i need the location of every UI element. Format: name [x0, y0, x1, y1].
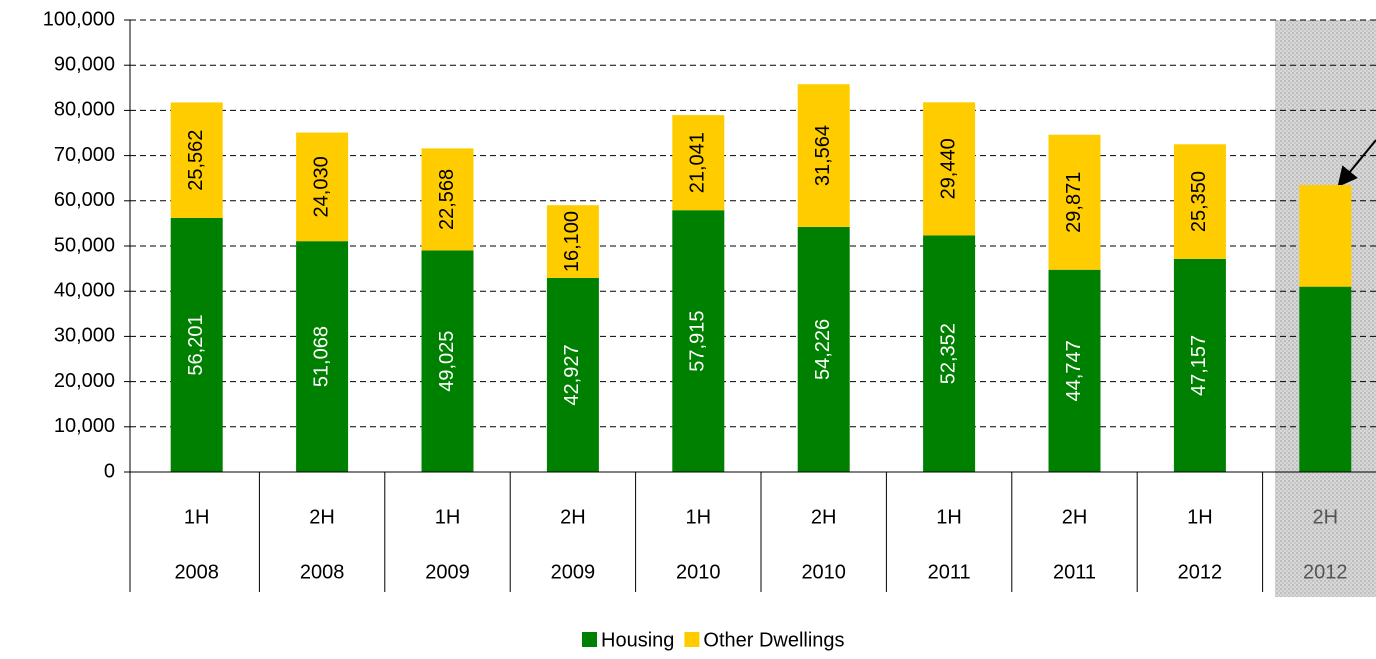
y-tick-label: 30,000	[54, 325, 115, 347]
y-tick-label: 80,000	[54, 99, 115, 121]
value-label: 44,747	[1063, 340, 1085, 401]
y-tick-label: 0	[104, 460, 115, 482]
y-tick-label: 100,000	[43, 8, 115, 30]
x-group-label: 2008	[174, 561, 219, 583]
x-tick-label: 1H	[435, 506, 461, 528]
value-label: 29,871	[1063, 172, 1085, 233]
value-label: 42,927	[561, 344, 583, 405]
value-label: 21,041	[687, 132, 709, 193]
bar-segment	[1299, 184, 1352, 287]
bar-segment	[797, 226, 850, 472]
value-label: 22,568	[436, 169, 458, 230]
bar-segment	[797, 84, 850, 227]
bar-segment	[170, 217, 223, 472]
y-tick-label: 50,000	[54, 234, 115, 256]
bar-segment	[1048, 269, 1101, 472]
value-label: 56,201	[185, 314, 207, 375]
bar-segment	[1299, 286, 1352, 472]
value-label: 57,915	[687, 311, 709, 372]
x-tick-label: 1H	[936, 506, 962, 528]
bar-segment	[1048, 134, 1101, 270]
x-tick-label: 1H	[686, 506, 712, 528]
bar-segment	[296, 241, 349, 472]
x-group-label: 2008	[300, 561, 345, 583]
value-label: 52,352	[937, 323, 959, 384]
value-label: 51,068	[310, 326, 332, 387]
x-tick-label: 1H	[1187, 506, 1213, 528]
bar-segment	[296, 132, 349, 242]
value-label: 25,350	[1188, 171, 1210, 232]
x-group-label: 2012	[1178, 561, 1223, 583]
bar-segment	[170, 102, 223, 218]
value-label: 25,562	[185, 130, 207, 191]
bar-segment	[1173, 258, 1226, 472]
y-tick-label: 40,000	[54, 279, 115, 301]
bar-segment	[421, 250, 474, 472]
bar-segment	[1173, 144, 1226, 259]
x-tick-label: 2H	[811, 506, 837, 528]
arrow	[1337, 139, 1376, 188]
y-tick-label: 10,000	[54, 415, 115, 437]
y-tick-label: 60,000	[54, 189, 115, 211]
x-tick-label: 2H	[1062, 506, 1088, 528]
x-group-label: 2012	[1303, 561, 1348, 583]
bar-segment	[672, 115, 725, 211]
legend-swatch	[582, 632, 597, 647]
x-group-label: 2010	[676, 561, 721, 583]
value-label: 54,226	[812, 319, 834, 380]
value-label: 49,025	[436, 331, 458, 392]
x-group-label: 2011	[928, 561, 971, 583]
bar-segment	[672, 210, 725, 473]
value-label: 47,157	[1188, 335, 1210, 396]
y-tick-label: 70,000	[54, 144, 115, 166]
value-label: 16,100	[561, 211, 583, 272]
x-tick-label: 2H	[1313, 506, 1339, 528]
x-group-label: 2009	[425, 561, 470, 583]
y-tick-label: 90,000	[54, 53, 115, 75]
x-tick-label: 2H	[309, 506, 335, 528]
bar-segment	[546, 205, 599, 278]
x-group-label: 2010	[801, 561, 846, 583]
legend-swatch	[684, 632, 700, 647]
x-tick-label: 2H	[560, 506, 586, 528]
bar-segment	[923, 235, 976, 472]
x-group-label: 2009	[551, 561, 596, 583]
bar-segment	[546, 277, 599, 472]
bar-segment	[923, 102, 976, 236]
bar-segment	[421, 148, 474, 251]
x-group-label: 2011	[1053, 561, 1096, 583]
legend-label: Other Dwellings	[703, 629, 844, 651]
value-label: 31,564	[812, 125, 834, 186]
value-label: 29,440	[937, 138, 959, 199]
legend-label: Housing	[601, 629, 674, 651]
value-label: 24,030	[310, 156, 332, 217]
x-tick-label: 1H	[184, 506, 210, 528]
y-tick-label: 20,000	[54, 370, 115, 392]
